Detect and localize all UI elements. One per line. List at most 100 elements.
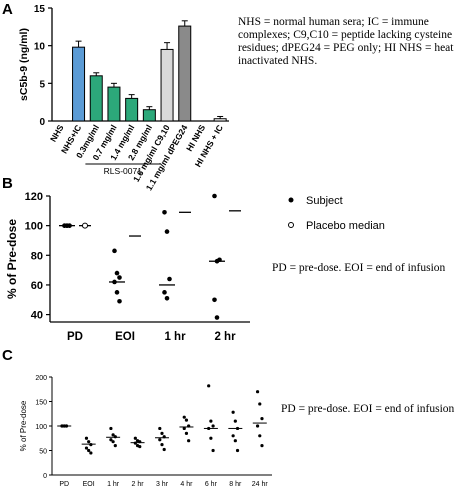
panel-a-label: A <box>2 1 13 18</box>
b-subject-point <box>162 210 167 215</box>
a-y-tick-label: 5 <box>39 79 45 90</box>
c-x-tick-label: EOI <box>83 481 95 488</box>
c-subject-point <box>209 419 213 423</box>
a-bar <box>178 25 192 122</box>
panel-c-scatter-chart: 0 50 100 150 200 % of Pre-dose PD EOI 1 hr 2 hr 3 … <box>19 375 272 488</box>
b-subject-point <box>162 290 167 295</box>
a-bar <box>107 86 121 122</box>
c-y-axis-label: % of Pre-dose <box>19 400 28 451</box>
a-y-tick-label: 10 <box>34 42 46 53</box>
c-subject-point <box>211 424 215 428</box>
c-subject-point <box>255 424 260 428</box>
c-x-tick-label: 4 hr <box>180 481 193 488</box>
c-subject-point <box>258 402 262 406</box>
c-subject-point <box>233 419 237 423</box>
b-y-tick-label: 80 <box>31 250 43 262</box>
c-y-tick-label: 100 <box>35 424 47 431</box>
c-subject-point <box>109 426 113 431</box>
note-b: PD = pre-dose. EOI = end of infusion <box>272 262 446 274</box>
c-subject-point <box>209 436 213 440</box>
b-subject-point <box>114 270 120 276</box>
b-y-axis-label: % of Pre-dose <box>5 219 19 299</box>
panel-b-scatter-chart: 40 60 80 100 120 % of Pre-dose PD EOI 1 hr 2 hr Su… <box>5 191 385 343</box>
c-subject-point <box>162 447 166 452</box>
b-y-tick-label: 100 <box>25 221 43 233</box>
c-subject-point <box>258 434 262 438</box>
c-y-tick-label: 200 <box>35 375 47 382</box>
c-x-tick-label: 1 hr <box>107 481 120 488</box>
b-subject-point <box>117 275 122 280</box>
c-subject-point <box>133 436 137 440</box>
c-subject-point <box>184 431 189 435</box>
c-subject-point <box>260 417 264 421</box>
c-subject-point <box>109 438 113 442</box>
a-y-tick-label: 15 <box>34 4 46 15</box>
c-x-tick-label: PD <box>59 481 69 488</box>
b-legend-placebo-label: Placebo median <box>306 220 385 232</box>
c-subject-point <box>231 410 235 414</box>
c-y-tick-label: 50 <box>39 449 47 456</box>
c-subject-point <box>89 451 93 455</box>
b-subject-point <box>212 193 217 199</box>
c-subject-point <box>111 440 115 444</box>
panel-c-label: C <box>2 347 13 364</box>
c-subject-point <box>187 439 191 443</box>
b-subject-point <box>164 229 170 234</box>
b-subject-point <box>212 297 217 303</box>
b-legend-placebo-marker <box>288 222 294 228</box>
c-subject-point <box>182 415 186 419</box>
c-x-tick-label: 24 hr <box>252 481 269 488</box>
note-a: NHS = normal human sera; IC = immune com… <box>238 16 454 67</box>
note-c: PD = pre-dose. EOI = end of infusion <box>281 403 455 415</box>
c-x-tick-label: 2 hr <box>132 481 145 488</box>
b-subject-point <box>112 248 117 254</box>
b-subject-point <box>164 295 170 301</box>
c-subject-point <box>211 448 215 453</box>
c-subject-point <box>138 444 142 449</box>
c-x-tick-label: 6 hr <box>205 481 218 488</box>
a-bar <box>160 48 174 122</box>
b-subject-point <box>214 315 220 320</box>
a-x-tick-label: NHS <box>48 123 66 144</box>
c-subject-point <box>233 439 237 443</box>
c-subject-point <box>84 446 89 450</box>
a-bar <box>72 46 86 122</box>
b-legend-subject-label: Subject <box>306 195 343 207</box>
c-subject-point <box>111 433 115 437</box>
b-x-tick-label: 2 hr <box>214 331 236 343</box>
a-y-tick-label: 0 <box>39 117 45 128</box>
b-legend-subject-marker <box>288 197 294 203</box>
c-subject-point <box>235 448 240 453</box>
b-x-tick-label: PD <box>67 331 83 343</box>
c-subject-point <box>182 426 186 431</box>
c-subject-point <box>207 384 211 388</box>
c-subject-point <box>160 431 164 435</box>
c-subject-point <box>255 390 260 394</box>
c-subject-point <box>231 434 235 438</box>
b-y-tick-label: 40 <box>31 310 43 322</box>
b-y-tick-label: 60 <box>31 280 43 292</box>
c-subject-point <box>84 436 89 440</box>
a-bar <box>142 109 156 122</box>
b-subject-point <box>114 290 120 295</box>
a-bar <box>125 97 139 122</box>
c-subject-point <box>260 444 264 448</box>
b-placebo-point <box>82 222 88 229</box>
c-subject-point <box>184 418 189 422</box>
c-subject-point <box>87 448 91 453</box>
a-y-axis-label: sC5b-9 (ng/ml) <box>18 28 30 101</box>
b-x-tick-label: 1 hr <box>164 331 186 343</box>
c-subject-point <box>160 443 164 447</box>
c-y-tick-label: 150 <box>35 400 47 407</box>
b-subject-point <box>117 298 122 304</box>
c-x-tick-label: 8 hr <box>229 481 242 488</box>
b-subject-point <box>167 276 172 282</box>
b-y-tick-label: 120 <box>25 191 43 203</box>
c-subject-point <box>113 444 117 448</box>
a-bar <box>213 118 227 122</box>
a-group-label: RLS-0071 <box>104 166 143 176</box>
c-x-tick-label: 3 hr <box>156 481 169 488</box>
a-bar <box>89 75 103 122</box>
